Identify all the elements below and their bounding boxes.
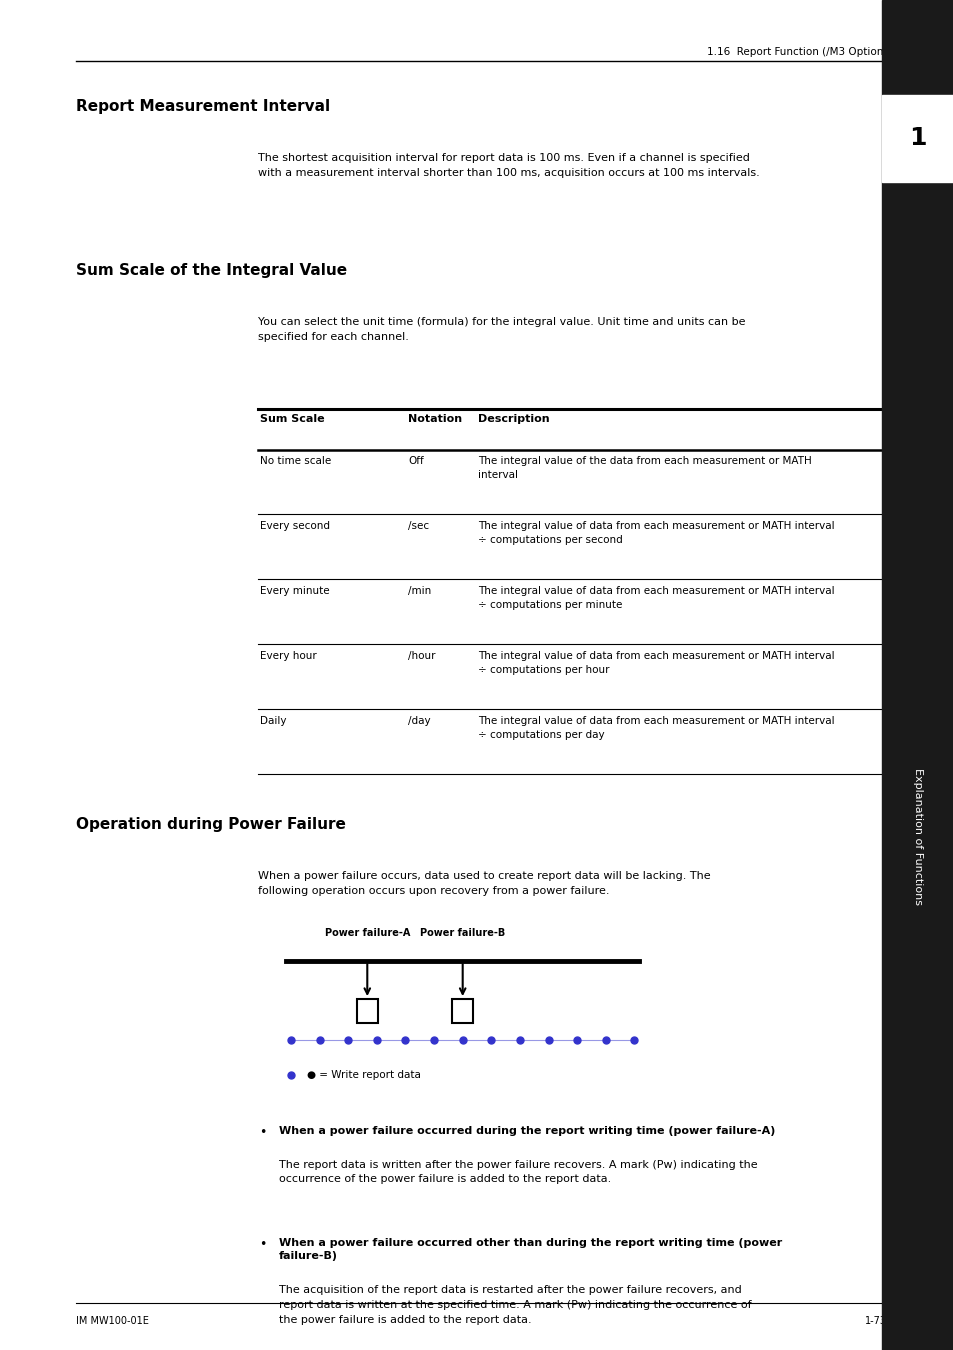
Text: No time scale: No time scale xyxy=(260,456,332,466)
Text: 1.16  Report Function (/M3 Option): 1.16 Report Function (/M3 Option) xyxy=(706,47,886,57)
Text: The acquisition of the report data is restarted after the power failure recovers: The acquisition of the report data is re… xyxy=(278,1285,750,1324)
Text: /min: /min xyxy=(408,586,431,595)
Text: ● = Write report data: ● = Write report data xyxy=(307,1069,420,1080)
Text: Sum Scale: Sum Scale xyxy=(260,414,325,424)
Text: Report Measurement Interval: Report Measurement Interval xyxy=(76,99,330,113)
Text: The integral value of data from each measurement or MATH interval
÷ computations: The integral value of data from each mea… xyxy=(477,651,834,675)
Text: Every second: Every second xyxy=(260,521,330,531)
Text: When a power failure occurs, data used to create report data will be lacking. Th: When a power failure occurs, data used t… xyxy=(257,871,709,896)
Text: Every minute: Every minute xyxy=(260,586,330,595)
Text: 1: 1 xyxy=(908,127,926,150)
Text: IM MW100-01E: IM MW100-01E xyxy=(76,1316,149,1326)
Text: Sum Scale of the Integral Value: Sum Scale of the Integral Value xyxy=(76,263,347,278)
Text: The integral value of data from each measurement or MATH interval
÷ computations: The integral value of data from each mea… xyxy=(477,586,834,610)
Text: Every hour: Every hour xyxy=(260,651,316,660)
Text: The integral value of data from each measurement or MATH interval
÷ computations: The integral value of data from each mea… xyxy=(477,521,834,545)
Text: Description: Description xyxy=(477,414,549,424)
Text: /sec: /sec xyxy=(408,521,429,531)
Text: Explanation of Functions: Explanation of Functions xyxy=(912,768,923,906)
Text: •: • xyxy=(259,1126,267,1139)
Text: The integral value of the data from each measurement or MATH
interval: The integral value of the data from each… xyxy=(477,456,811,481)
Text: /hour: /hour xyxy=(408,651,436,660)
Text: The shortest acquisition interval for report data is 100 ms. Even if a channel i: The shortest acquisition interval for re… xyxy=(257,153,759,178)
Text: You can select the unit time (formula) for the integral value. Unit time and uni: You can select the unit time (formula) f… xyxy=(257,317,744,343)
Text: The integral value of data from each measurement or MATH interval
÷ computations: The integral value of data from each mea… xyxy=(477,716,834,740)
Text: When a power failure occurred during the report writing time (power failure-A): When a power failure occurred during the… xyxy=(278,1126,774,1135)
Text: •: • xyxy=(259,1238,267,1251)
Text: Notation: Notation xyxy=(408,414,462,424)
Text: Off: Off xyxy=(408,456,424,466)
Bar xyxy=(882,95,953,182)
Bar xyxy=(882,0,953,1350)
Bar xyxy=(356,999,377,1023)
Text: 1-73: 1-73 xyxy=(864,1316,886,1326)
Text: Operation during Power Failure: Operation during Power Failure xyxy=(76,817,346,832)
Text: Power failure-A: Power failure-A xyxy=(324,929,410,938)
Text: When a power failure occurred other than during the report writing time (power
f: When a power failure occurred other than… xyxy=(278,1238,781,1261)
Text: /day: /day xyxy=(408,716,431,725)
Bar xyxy=(452,999,473,1023)
Text: The report data is written after the power failure recovers. A mark (Pw) indicat: The report data is written after the pow… xyxy=(278,1160,757,1184)
Text: Daily: Daily xyxy=(260,716,287,725)
Text: Power failure-B: Power failure-B xyxy=(419,929,505,938)
